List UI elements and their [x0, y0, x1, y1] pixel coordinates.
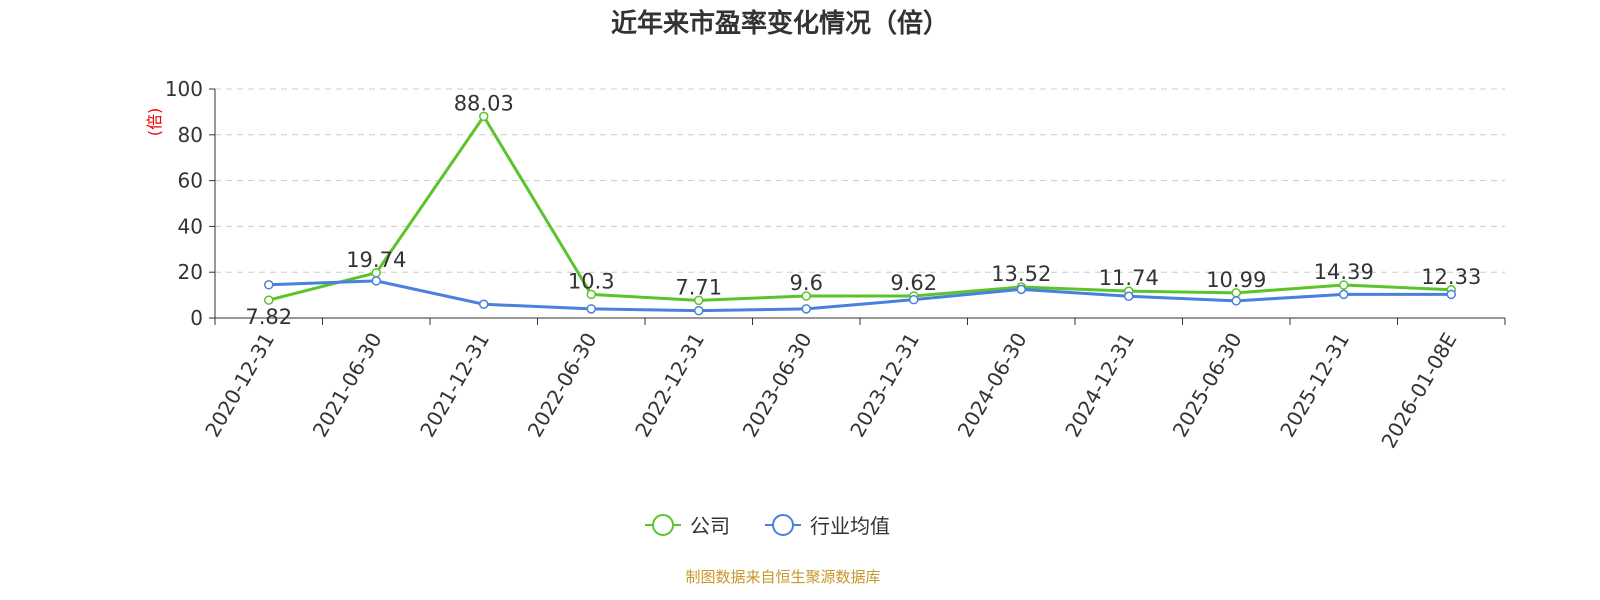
data-point [801, 304, 811, 314]
data-point [264, 280, 274, 290]
data-label: 10.99 [1206, 268, 1266, 292]
data-point [909, 294, 919, 305]
x-tick-label: 2022-12-31 [630, 329, 709, 442]
x-tick-label: 2026-01-08E [1376, 329, 1461, 453]
data-label: 12.33 [1421, 265, 1481, 289]
x-tick-label: 2025-06-30 [1168, 329, 1247, 442]
data-label: 13.52 [991, 262, 1051, 286]
data-point [264, 295, 274, 305]
x-tick-label: 2023-06-30 [738, 329, 817, 442]
data-point [1339, 289, 1349, 300]
legend-marker [772, 514, 794, 536]
series-line [268, 113, 1452, 302]
data-point [694, 295, 704, 306]
data-point [1231, 296, 1241, 306]
x-tick-label: 2022-06-30 [523, 329, 602, 442]
x-tick-label: 2020-12-31 [200, 329, 279, 442]
data-point [371, 276, 381, 286]
x-tick-label: 2025-12-31 [1275, 329, 1354, 442]
data-point [694, 305, 704, 316]
y-tick-label: 80 [178, 123, 203, 147]
legend-label: 行业均值 [810, 514, 890, 538]
y-tick-label: 60 [178, 169, 203, 193]
x-tick-label: 2021-12-31 [415, 329, 494, 442]
legend-label: 公司 [690, 514, 730, 538]
data-point [479, 299, 489, 310]
data-label: 11.74 [1099, 266, 1159, 290]
y-axis-label: (倍) [145, 108, 164, 137]
x-tick-label: 2024-12-31 [1060, 329, 1139, 442]
data-point [586, 289, 596, 300]
data-label: 19.74 [346, 248, 406, 272]
series-line [268, 279, 1452, 313]
chart-title: 近年来市盈率变化情况（倍） [611, 8, 949, 39]
y-tick-label: 40 [178, 214, 203, 238]
data-point [801, 291, 811, 301]
data-point [1339, 280, 1349, 290]
data-label: 10.3 [568, 269, 615, 293]
data-label: 9.62 [890, 271, 937, 295]
data-label: 9.6 [790, 271, 823, 295]
x-tick-label: 2024-06-30 [953, 329, 1032, 442]
source-note: 制图数据来自恒生聚源数据库 [685, 568, 880, 586]
data-point [1124, 291, 1134, 301]
y-tick-label: 100 [165, 77, 203, 101]
data-label: 7.71 [675, 275, 722, 299]
x-tick-label: 2021-06-30 [308, 329, 387, 442]
y-tick-label: 20 [178, 260, 203, 284]
data-point [586, 304, 596, 314]
y-tick-label: 0 [190, 306, 203, 330]
legend-marker [652, 514, 674, 536]
data-point [1446, 289, 1456, 300]
data-label: 88.03 [454, 91, 514, 115]
data-label: 14.39 [1314, 260, 1374, 284]
data-label: 7.82 [245, 305, 292, 329]
data-point [1016, 284, 1026, 295]
data-point [479, 111, 489, 122]
x-tick-label: 2023-12-31 [845, 329, 924, 442]
